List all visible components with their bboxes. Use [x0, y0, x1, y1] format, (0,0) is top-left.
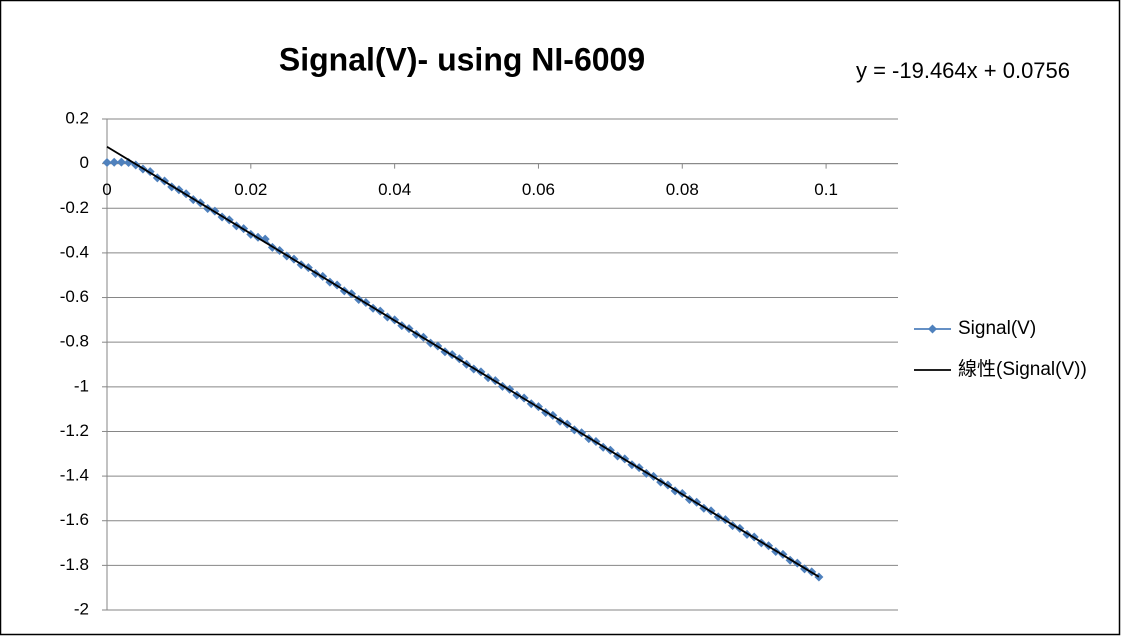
x-tick-label: 0.1: [814, 180, 838, 199]
y-tick-label: -1.2: [60, 421, 89, 440]
y-tick-label: -0.6: [60, 287, 89, 306]
y-tick-label: -1.6: [60, 510, 89, 529]
y-tick-label: 0.2: [65, 108, 89, 127]
chart-title: Signal(V)- using NI-6009: [279, 41, 645, 77]
data-point: [109, 157, 119, 167]
y-tick-label: -0.2: [60, 198, 89, 217]
y-tick-label: -0.8: [60, 332, 89, 351]
data-point: [116, 157, 126, 167]
legend-marker: [928, 324, 937, 334]
x-tick-label: 0.02: [234, 180, 267, 199]
x-tick-label: 0.04: [378, 180, 411, 199]
y-tick-label: -1.8: [60, 555, 89, 574]
legend-label: Signal(V): [958, 318, 1036, 339]
series-line: [106, 145, 820, 578]
y-tick-label: -0.4: [60, 242, 89, 261]
legend-label: 線性(Signal(V)): [958, 358, 1087, 380]
x-tick-label: 0.08: [666, 180, 699, 199]
y-tick-label: 0: [80, 153, 89, 172]
data-point: [102, 158, 112, 168]
trendline-equation: y = -19.464x + 0.0756: [856, 58, 1070, 83]
y-tick-label: -1.4: [60, 466, 89, 485]
y-tick-label: -1: [74, 376, 89, 395]
x-tick-label: 0.06: [522, 180, 555, 199]
y-tick-label: -2: [74, 599, 89, 618]
x-tick-label: 0: [102, 180, 111, 199]
